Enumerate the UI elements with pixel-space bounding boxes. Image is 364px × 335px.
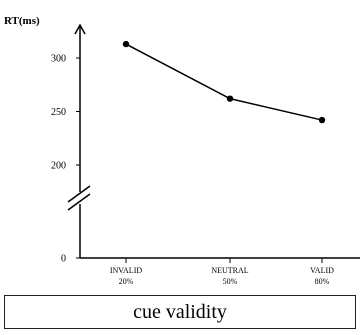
y-axis-break-mark — [67, 185, 91, 203]
x-axis-title-box: cue validity — [4, 295, 356, 329]
x-category-label: VALID — [310, 266, 334, 275]
x-category-sublabel: 50% — [223, 277, 238, 286]
y-axis-arrow — [74, 23, 86, 35]
y-tick-label: 0 — [61, 254, 66, 265]
series-line — [125, 43, 323, 121]
y-axis-break-mark — [67, 193, 91, 211]
x-category-label: NEUTRAL — [211, 266, 248, 275]
y-axis-label: RT(ms) — [4, 15, 40, 27]
x-axis-title: cue validity — [133, 300, 227, 323]
y-ticks: 300 250 200 0 — [51, 54, 80, 265]
x-categories: INVALID 20% NEUTRAL 50% VALID 80% — [110, 258, 334, 286]
y-tick-label: 300 — [51, 54, 66, 65]
data-point — [226, 95, 234, 102]
x-category-sublabel: 20% — [119, 277, 134, 286]
y-tick-label: 200 — [51, 161, 66, 172]
y-tick-label: 250 — [51, 107, 66, 118]
x-category-sublabel: 80% — [315, 277, 330, 286]
data-series — [122, 40, 326, 124]
x-category-label: INVALID — [110, 266, 143, 275]
axes — [67, 23, 360, 259]
data-point — [318, 116, 326, 124]
data-point — [122, 40, 130, 48]
